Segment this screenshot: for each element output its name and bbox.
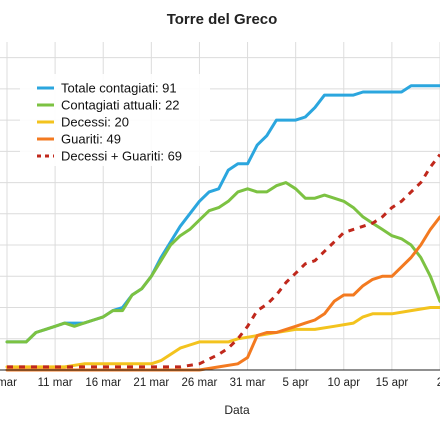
series-line [5,306,440,369]
legend: Totale contagiati: 91 Contagiati attuali:… [20,74,210,166]
x-tick-label: 15 apr [376,377,409,389]
x-tick-label: 5 apr [283,377,309,389]
x-tick-labels: mar 11 mar 16 mar 21 mar 26 mar 31 mar 5 apr 10… [0,377,440,389]
x-tick-label: 21 mar [133,377,169,389]
chart-title: Torre del Greco [167,11,278,28]
x-tick-label: 2 [437,377,440,389]
legend-label: Decessi + Guariti: 69 [61,149,182,164]
x-tick-label: 26 mar [182,377,218,389]
legend-label: Totale contagiati: 91 [61,81,177,96]
series-lines [5,84,440,372]
x-tick-label: 10 apr [327,377,360,389]
series-line [5,181,440,344]
legend-label: Decessi: 20 [61,115,129,130]
series-line [5,215,440,372]
x-tick-label: 16 mar [85,377,121,389]
x-tick-label: 31 mar [230,377,266,389]
legend-label: Guariti: 49 [61,132,121,147]
x-axis-label: Data [224,403,250,417]
series-line [7,153,440,369]
x-tick-label: 11 mar [38,377,73,389]
legend-label: Contagiati attuali: 22 [61,98,180,113]
x-tick-label: mar [0,377,17,389]
